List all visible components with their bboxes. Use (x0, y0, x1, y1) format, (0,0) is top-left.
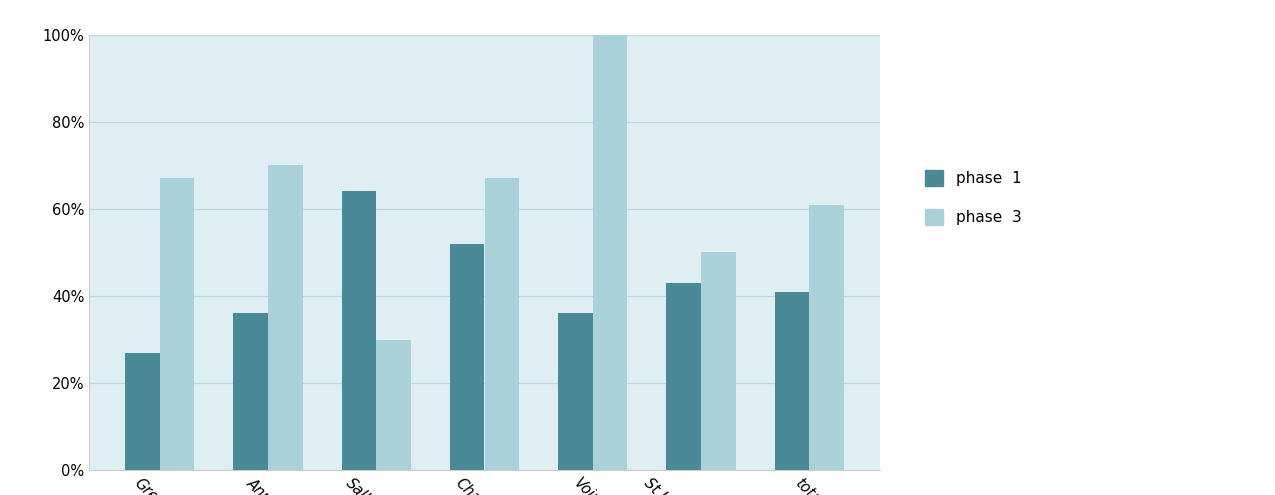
Bar (233, 313, 268, 470)
Bar (667, 283, 701, 470)
Bar (268, 165, 302, 470)
Bar (558, 313, 593, 470)
Bar (593, 35, 627, 470)
Bar (484, 178, 519, 470)
Bar (159, 178, 195, 470)
Bar (342, 192, 376, 470)
Legend: phase  1, phase  3: phase 1, phase 3 (919, 164, 1028, 231)
Bar (774, 292, 810, 470)
Bar (125, 352, 159, 470)
Bar (810, 204, 844, 470)
Bar (376, 340, 411, 470)
Bar (701, 252, 736, 470)
Bar (450, 244, 484, 470)
